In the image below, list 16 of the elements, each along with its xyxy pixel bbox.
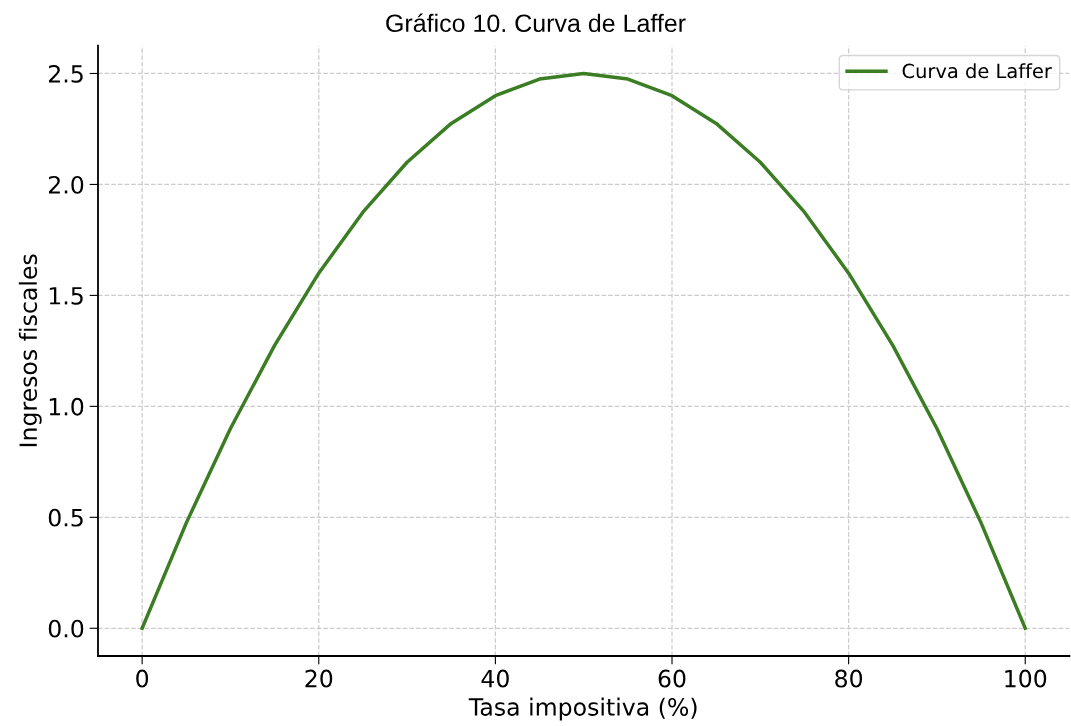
y-tick-label: 2.5 xyxy=(48,64,83,83)
x-tick-label: 100 xyxy=(1005,669,1047,688)
x-tick-label: 20 xyxy=(305,669,333,688)
y-tick-label: 0.5 xyxy=(48,508,83,527)
x-tick-label: 80 xyxy=(835,669,863,688)
y-tick-label: 1.0 xyxy=(49,397,84,416)
x-tick-label: 60 xyxy=(658,669,686,688)
y-tick-label: 0.0 xyxy=(48,619,84,638)
y-axis-title: Ingresos fiscales xyxy=(18,254,42,447)
legend-label: Curva de Laffer xyxy=(902,63,1052,79)
y-tick-label: 1.5 xyxy=(49,287,83,305)
chart-title: Gráfico 10. Curva de Laffer xyxy=(386,13,686,33)
x-tick-label: 40 xyxy=(481,669,509,688)
x-tick-label: 0 xyxy=(136,669,149,688)
x-axis-title: Tasa impositiva (%) xyxy=(468,697,697,721)
y-tick-label: 2.0 xyxy=(48,175,84,194)
